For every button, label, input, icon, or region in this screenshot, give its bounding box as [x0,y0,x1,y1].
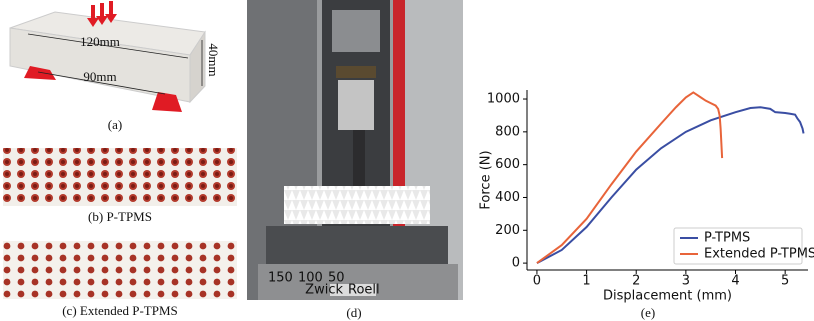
y-tick-label: 800 [495,124,520,139]
photo-test-machine [247,0,463,300]
y-tick-label: 200 [495,223,520,238]
x-axis-label: Displacement (mm) [603,289,732,304]
chart: 0 1 2 3 4 5 0 200 400 600 800 1000 Displacement (mm)… [479,90,814,304]
x-tick-label: 0 [533,274,541,289]
series-line [536,106,805,264]
y-tick-label: 600 [495,157,520,172]
y-tick-label: 1000 [487,92,520,107]
legend-label: Extended P-TPMS [704,247,814,262]
beam-diagram [9,1,206,112]
caption: (b) P-TPMS [88,209,152,224]
legend-box [673,227,803,265]
y-tick-label: 400 [495,190,520,205]
ruler-label: 50 [328,271,345,286]
photo-p-tpms [3,148,237,206]
y-axis-label: Force (N) [479,150,494,209]
height-label: 40mm [206,43,221,76]
brand: Zwick [305,283,343,298]
caption: (d) [346,305,361,320]
x-tick-label: 3 [682,274,690,289]
photo-extended-p-tpms [3,241,237,299]
brand: Roell [348,283,380,298]
caption: (e) [641,305,655,320]
legend-label: P-TPMS [704,231,750,246]
ruler: 150 100 50 [268,271,345,286]
x-tick-label: 1 [582,274,590,289]
x-tick-label: 4 [731,274,739,289]
length-label: 120mm [80,34,120,49]
caption: (c) Extended P-TPMS [62,303,178,318]
span-label: 90mm [83,69,116,84]
ruler-label: 100 [298,271,323,286]
x-tick-label: 5 [781,274,789,289]
ruler-label: 150 [268,271,293,286]
caption: (a) [108,117,122,132]
series-line [536,91,724,264]
x-tick-label: 2 [632,274,640,289]
y-tick-label: 0 [512,256,520,271]
